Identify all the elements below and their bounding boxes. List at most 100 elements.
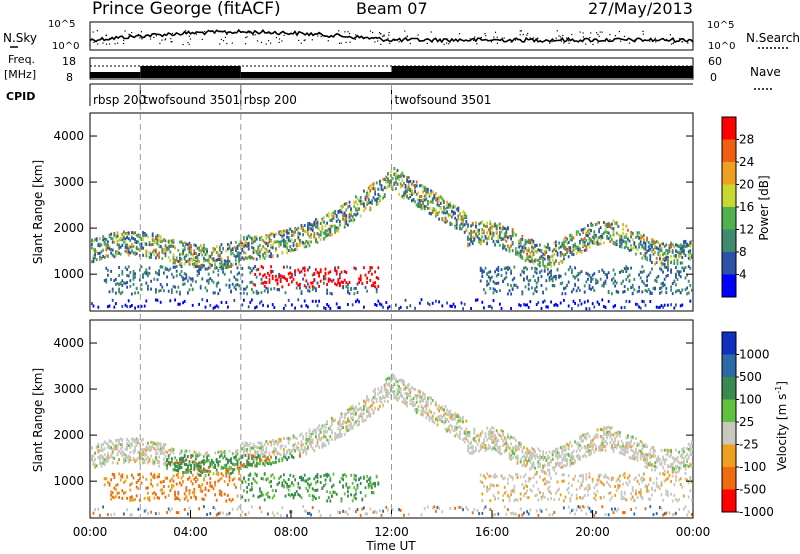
- velocity-cell: [369, 484, 372, 488]
- noise-search-point: [226, 33, 228, 36]
- power-cell: [654, 287, 656, 291]
- power-cell: [276, 240, 279, 244]
- power-cell: [241, 244, 244, 247]
- power-cell: [155, 290, 157, 294]
- power-cell: [687, 265, 690, 268]
- velocity-cell: [331, 422, 333, 426]
- power-cell: [366, 289, 368, 293]
- power-cell: [407, 196, 410, 200]
- power-cell: [278, 230, 280, 234]
- velocity-cell: [140, 448, 143, 452]
- velocity-cell: [129, 458, 132, 462]
- power-cell: [601, 235, 604, 239]
- velocity-cell: [233, 456, 236, 460]
- velocity-cell: [172, 484, 175, 488]
- noise-search-point: [590, 32, 592, 34]
- power-cell: [475, 224, 477, 228]
- velocity-cell: [143, 453, 146, 457]
- velocity-cell: [238, 472, 240, 475]
- power-cell: [689, 284, 692, 287]
- power-cell: [191, 277, 194, 281]
- power-cell: [369, 189, 372, 193]
- power-cell: [577, 278, 580, 282]
- power-cell: [161, 257, 164, 261]
- power-cell: [430, 212, 432, 216]
- velocity-cell: [199, 466, 202, 470]
- power-cell: [305, 230, 308, 234]
- velocity-cell: [233, 468, 236, 472]
- velocity-cell: [163, 457, 165, 461]
- velocity-cell: [371, 407, 373, 411]
- power-cell: [267, 234, 269, 238]
- power-cell: [179, 302, 181, 306]
- power-cell: [446, 205, 448, 209]
- velocity-cell: [380, 390, 383, 394]
- power-cell: [204, 258, 207, 262]
- power-cell: [585, 271, 588, 275]
- velocity-cell: [319, 430, 322, 434]
- power-cell: [519, 304, 522, 308]
- power-cell: [167, 247, 170, 251]
- velocity-cell: [265, 448, 268, 452]
- velocity-cell: [116, 491, 119, 495]
- power-cell: [662, 252, 664, 256]
- velocity-cell: [238, 457, 240, 461]
- power-cell: [126, 268, 128, 272]
- power-cell: [369, 206, 372, 210]
- velocity-cell: [215, 460, 218, 464]
- noise-search-point: [473, 39, 475, 42]
- power-cell: [383, 195, 386, 198]
- power-cell: [311, 227, 314, 230]
- power-cell: [383, 177, 386, 181]
- power-cell: [95, 249, 98, 253]
- power-cell: [511, 234, 514, 238]
- nave-tick-bottom: 0: [710, 71, 717, 84]
- power-cell: [222, 270, 224, 274]
- power-cell: [129, 238, 132, 242]
- power-cell: [339, 210, 341, 214]
- power-cell: [441, 210, 444, 214]
- power-cell: [523, 266, 525, 270]
- power-cell: [654, 250, 656, 254]
- velocity-cell: [163, 447, 165, 451]
- velocity-cell: [262, 445, 264, 449]
- noise-trace: [89, 28, 694, 46]
- power-cell: [150, 252, 152, 256]
- power-cell: [587, 272, 589, 276]
- power-cell: [279, 277, 282, 281]
- power-cell: [185, 276, 188, 280]
- noise-search-point: [537, 37, 539, 39]
- velocity-cell: [324, 478, 327, 482]
- velocity-cell: [321, 442, 324, 446]
- velocity-cell: [105, 458, 108, 462]
- velocity-cell: [315, 497, 317, 501]
- power-cell: [307, 282, 309, 286]
- power-cell: [572, 248, 575, 252]
- velocity-cell: [374, 396, 376, 400]
- power-cell: [451, 206, 453, 210]
- power-cell: [334, 230, 336, 234]
- power-cell: [374, 190, 376, 194]
- velocity-cell: [228, 511, 231, 515]
- noise-search-point: [484, 33, 486, 35]
- velocity-cell: [217, 460, 220, 464]
- power-cell: [487, 275, 490, 279]
- power-cell: [238, 271, 240, 275]
- power-cell: [219, 258, 221, 262]
- velocity-cell: [220, 490, 223, 494]
- velocity-cell: [214, 483, 216, 487]
- power-cell: [676, 250, 679, 254]
- power-cell: [113, 279, 116, 283]
- velocity-cell: [188, 449, 191, 453]
- power-cell: [663, 259, 666, 263]
- velocity-cell: [199, 485, 202, 489]
- velocity-cell: [196, 453, 199, 457]
- velocity-cell: [276, 440, 279, 444]
- power-cell: [294, 230, 296, 234]
- power-cell: [201, 277, 204, 281]
- velocity-cell: [345, 482, 348, 486]
- velocity-cell: [220, 476, 223, 480]
- power-cell: [262, 245, 264, 249]
- power-cell: [566, 284, 568, 288]
- power-cell: [92, 257, 95, 261]
